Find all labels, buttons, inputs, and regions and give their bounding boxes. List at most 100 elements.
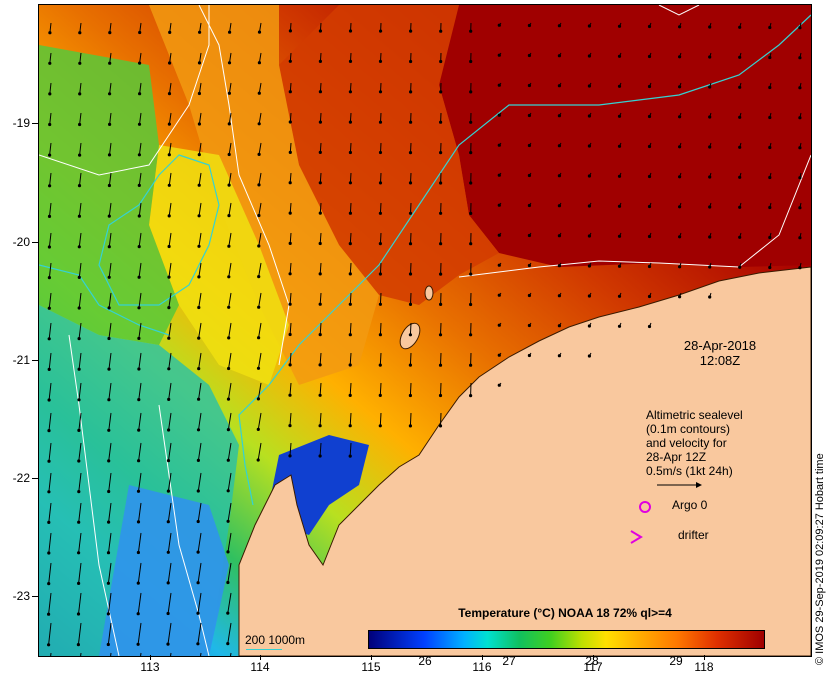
yellow-water-region [149,145,289,385]
velocity-arrow [440,382,442,396]
velocity-arrow-head [408,181,413,185]
velocity-arrow-head [527,113,531,118]
velocity-arrow-head [557,294,562,298]
velocity-arrow [228,82,232,94]
velocity-arrow-head [48,184,52,188]
velocity-arrow [79,52,82,64]
warm-water-region [439,5,811,267]
velocity-arrow [349,232,352,244]
velocity-arrow-head [617,144,622,148]
velocity-arrow-head [587,264,592,268]
velocity-arrow [108,322,112,339]
velocity-arrow-head [227,275,231,279]
velocity-arrow-head [557,54,562,58]
velocity-arrow-head [647,294,652,299]
velocity-arrow-head [378,242,382,246]
velocity-arrow-head [439,90,443,94]
velocity-arrow-head [228,30,232,34]
velocity-arrow-head [256,427,260,431]
velocity-arrow-head [318,90,322,94]
velocity-arrow-head [318,363,322,367]
velocity-arrow-head [288,59,292,63]
velocity-arrow [79,82,82,94]
velocity-arrow [349,262,352,274]
velocity-arrow [258,352,262,369]
velocity-arrow-head [708,55,712,59]
velocity-arrow [228,172,232,186]
velocity-arrow [228,382,232,400]
velocity-arrow [78,442,82,462]
x-tick-mark [482,655,483,660]
velocity-arrow-head [197,367,201,371]
velocity-arrow-head [438,424,443,428]
velocity-arrow [108,502,112,523]
velocity-arrow [108,202,112,217]
velocity-arrow-head [348,29,353,33]
velocity-arrow-head [318,120,322,124]
velocity-arrow-head [378,302,382,306]
y-tick-label: -20 [12,235,30,249]
velocity-arrow-head [197,153,201,157]
velocity-arrow-head [768,25,772,30]
velocity-arrow-head [288,363,292,367]
velocity-arrow [198,412,202,430]
velocity-arrow-head [77,490,81,494]
velocity-arrow-head [587,204,592,208]
y-tick-mark [32,478,38,479]
velocity-arrow-head [469,363,473,367]
velocity-arrow-head [108,122,112,126]
velocity-arrow [108,292,112,308]
velocity-arrow-head [647,24,652,29]
velocity-arrow-head [587,324,592,328]
velocity-arrow-head [76,643,80,647]
velocity-arrow-head [227,183,231,187]
velocity-arrow-head [348,181,352,185]
velocity-arrow [167,592,172,614]
velocity-arrow-head [47,551,51,555]
velocity-arrow-head [617,264,622,268]
velocity-arrow-head [77,367,81,371]
velocity-arrow [198,262,202,277]
velocity-arrow-head [409,29,413,33]
velocity-arrow-head [47,459,51,463]
velocity-arrow-head [768,235,772,240]
velocity-arrow-head [196,642,200,646]
velocity-arrow-head [439,272,443,276]
velocity-arrow [289,172,292,183]
velocity-arrow-head [678,115,682,119]
velocity-arrow [349,172,352,183]
legend-line: (0.1m contours) [646,422,731,436]
velocity-arrow-head [527,173,531,178]
velocity-arrow-head [438,333,443,337]
velocity-arrow-head [257,122,261,126]
sst-map [38,4,812,657]
velocity-arrow-head [138,61,142,65]
velocity-arrow [197,442,202,461]
velocity-arrow-head [798,266,802,270]
velocity-arrow [289,442,292,456]
colorbar-title: Temperature (°C) NOAA 18 72% ql>=4 [458,606,672,620]
velocity-arrow-head [288,241,292,245]
isobath-legend-label: 200 1000m [245,633,306,647]
velocity-arrow-head [106,642,110,647]
isobath-1000m [238,14,811,506]
velocity-arrow-head [738,235,742,239]
velocity-arrow [48,292,52,309]
velocity-arrow-head [167,306,171,310]
velocity-arrow-head [408,211,413,215]
velocity-arrow [138,382,142,400]
velocity-arrow-head [226,428,230,432]
y-tick-mark [32,242,38,243]
velocity-arrow-head [137,245,141,249]
velocity-arrow-head [47,520,51,525]
velocity-arrow-head [678,145,682,149]
velocity-arrow-head [647,234,652,239]
velocity-arrow [48,472,52,492]
velocity-arrow-head [76,612,81,616]
velocity-arrow-head [647,54,652,59]
velocity-arrow-head [378,272,382,276]
velocity-arrow [319,382,322,396]
velocity-arrow-head [798,236,802,240]
time-text: 12:08Z [699,353,741,368]
velocity-arrow-head [227,61,232,65]
